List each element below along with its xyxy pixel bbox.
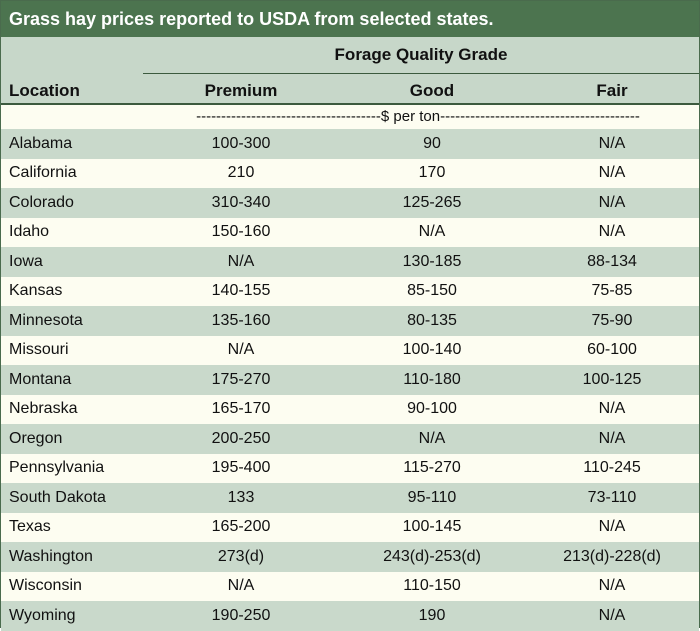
fair-cell: N/A (598, 606, 626, 624)
premium-cell: 165-170 (211, 400, 271, 418)
premium-cell: 133 (227, 488, 255, 506)
location-cell: Missouri (9, 341, 69, 359)
table-row: California 210 170 N/A (1, 158, 699, 188)
group-divider (143, 73, 699, 74)
column-header-good: Good (409, 81, 455, 100)
location-cell: Pennsylvania (9, 459, 105, 477)
location-cell: Alabama (9, 134, 73, 152)
fair-cell: 75-90 (591, 311, 633, 329)
good-cell: 243(d)-253(d) (383, 547, 481, 565)
good-cell: 110-150 (403, 577, 461, 595)
good-cell: 125-265 (402, 193, 462, 211)
fair-cell: N/A (598, 193, 626, 211)
table-row: Texas 165-200 100-145 N/A (1, 512, 699, 542)
good-cell: 80-135 (407, 311, 457, 329)
table-row: Kansas 140-155 85-150 75-85 (1, 276, 699, 306)
good-cell: 190 (418, 606, 446, 624)
table-body: Alabama 100-300 90 N/A California 210 170 N/A Co… (1, 129, 699, 631)
units-row: -------------------------------------$ p… (1, 105, 699, 129)
table-row: Idaho 150-160 N/A N/A (1, 217, 699, 247)
header-divider (1, 103, 699, 105)
good-cell: N/A (418, 429, 446, 447)
table-row: Missouri N/A 100-140 60-100 (1, 335, 699, 365)
location-cell: Idaho (9, 223, 50, 241)
fair-cell: 110-245 (583, 459, 641, 477)
premium-cell: 210 (227, 164, 255, 182)
table-row: South Dakota 133 95-110 73-110 (1, 483, 699, 513)
good-cell: 170 (418, 164, 446, 182)
premium-cell: N/A (227, 341, 255, 359)
location-cell: Minnesota (9, 311, 83, 329)
location-cell: Wisconsin (9, 577, 82, 595)
table-row: Nebraska 165-170 90-100 N/A (1, 394, 699, 424)
table-row: Montana 175-270 110-180 100-125 (1, 365, 699, 395)
fair-cell: 75-85 (591, 282, 633, 300)
fair-cell: N/A (598, 577, 626, 595)
premium-cell: N/A (227, 252, 255, 270)
premium-cell: 100-300 (211, 134, 271, 152)
premium-cell: 150-160 (211, 223, 271, 241)
fair-cell: 88-134 (587, 252, 637, 270)
location-cell: Iowa (9, 252, 43, 270)
premium-cell: 175-270 (211, 370, 271, 388)
good-cell: 85-150 (407, 282, 457, 300)
good-cell: 95-110 (407, 488, 457, 506)
fair-cell: N/A (598, 223, 626, 241)
table-row: Colorado 310-340 125-265 N/A (1, 188, 699, 218)
good-cell: 100-140 (402, 341, 462, 359)
column-header-fair: Fair (596, 81, 628, 100)
fair-cell: N/A (598, 400, 626, 418)
good-cell: 130-185 (402, 252, 462, 270)
premium-cell: 310-340 (211, 193, 271, 211)
fair-cell: 73-110 (587, 488, 637, 506)
location-cell: South Dakota (9, 488, 106, 506)
table-row: Washington 273(d) 243(d)-253(d) 213(d)-228(… (1, 542, 699, 572)
location-cell: Nebraska (9, 400, 78, 418)
good-cell: 100-145 (402, 518, 462, 536)
location-cell: Texas (9, 518, 51, 536)
location-cell: Kansas (9, 282, 63, 300)
column-header-premium: Premium (204, 81, 278, 100)
fair-cell: N/A (598, 429, 626, 447)
fair-cell: N/A (598, 164, 626, 182)
fair-cell: 213(d)-228(d) (563, 547, 661, 565)
location-cell: Colorado (9, 193, 74, 211)
table-header: Forage Quality Grade Location Premium Go… (1, 37, 699, 105)
good-cell: 90-100 (407, 400, 457, 418)
fair-cell: N/A (598, 134, 626, 152)
fair-cell: N/A (598, 518, 626, 536)
premium-cell: 190-250 (211, 606, 271, 624)
group-label: Forage Quality Grade (334, 45, 508, 64)
good-cell: 115-270 (403, 459, 461, 477)
good-cell: N/A (418, 223, 446, 241)
table-row: Alabama 100-300 90 N/A (1, 129, 699, 159)
premium-cell: 135-160 (211, 311, 271, 329)
table-row: Minnesota 135-160 80-135 75-90 (1, 306, 699, 336)
fair-cell: 100-125 (582, 370, 642, 388)
premium-cell: 140-155 (211, 282, 271, 300)
table-row: Wisconsin N/A 110-150 N/A (1, 571, 699, 601)
fair-cell: 60-100 (587, 341, 637, 359)
table-title: Grass hay prices reported to USDA from s… (1, 1, 699, 37)
premium-cell: 195-400 (211, 459, 271, 477)
location-cell: Wyoming (9, 606, 76, 624)
location-cell: Washington (9, 547, 93, 565)
premium-cell: 273(d) (217, 547, 265, 565)
location-cell: Oregon (9, 429, 63, 447)
table-row: Pennsylvania 195-400 115-270 110-245 (1, 453, 699, 483)
good-cell: 90 (423, 134, 441, 152)
location-cell: California (9, 164, 77, 182)
table-row: Wyoming 190-250 190 N/A (1, 601, 699, 631)
premium-cell: 165-200 (211, 518, 271, 536)
column-header-location: Location (9, 81, 80, 100)
table-row: Oregon 200-250 N/A N/A (1, 424, 699, 454)
table-row: Iowa N/A 130-185 88-134 (1, 247, 699, 277)
good-cell: 110-180 (403, 370, 461, 388)
premium-cell: 200-250 (211, 429, 271, 447)
premium-cell: N/A (227, 577, 255, 595)
location-cell: Montana (9, 370, 72, 388)
units-label: -------------------------------------$ p… (196, 108, 640, 125)
